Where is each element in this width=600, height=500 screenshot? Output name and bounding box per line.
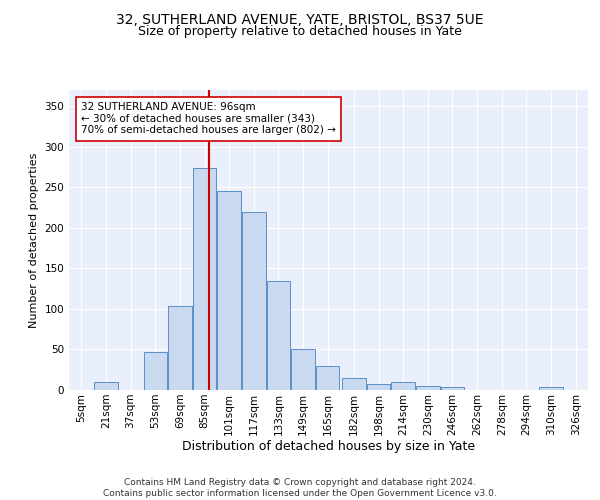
Text: Size of property relative to detached houses in Yate: Size of property relative to detached ho… [138,25,462,38]
Bar [168,306,191,390]
Bar [367,384,390,390]
Bar [193,168,216,390]
Text: 32 SUTHERLAND AVENUE: 96sqm
← 30% of detached houses are smaller (343)
70% of se: 32 SUTHERLAND AVENUE: 96sqm ← 30% of det… [82,102,336,136]
Bar [217,190,241,390]
Bar [416,386,440,390]
Text: 32, SUTHERLAND AVENUE, YATE, BRISTOL, BS37 5UE: 32, SUTHERLAND AVENUE, YATE, BRISTOL, BS… [116,12,484,26]
Bar [94,382,118,390]
Bar [242,212,266,390]
Bar [441,387,464,390]
Bar [316,366,340,390]
Bar [143,352,167,390]
Y-axis label: Number of detached properties: Number of detached properties [29,152,39,328]
Bar [267,280,290,390]
Text: Contains HM Land Registry data © Crown copyright and database right 2024.
Contai: Contains HM Land Registry data © Crown c… [103,478,497,498]
X-axis label: Distribution of detached houses by size in Yate: Distribution of detached houses by size … [182,440,475,454]
Bar [342,378,365,390]
Bar [391,382,415,390]
Bar [539,387,563,390]
Bar [292,350,315,390]
